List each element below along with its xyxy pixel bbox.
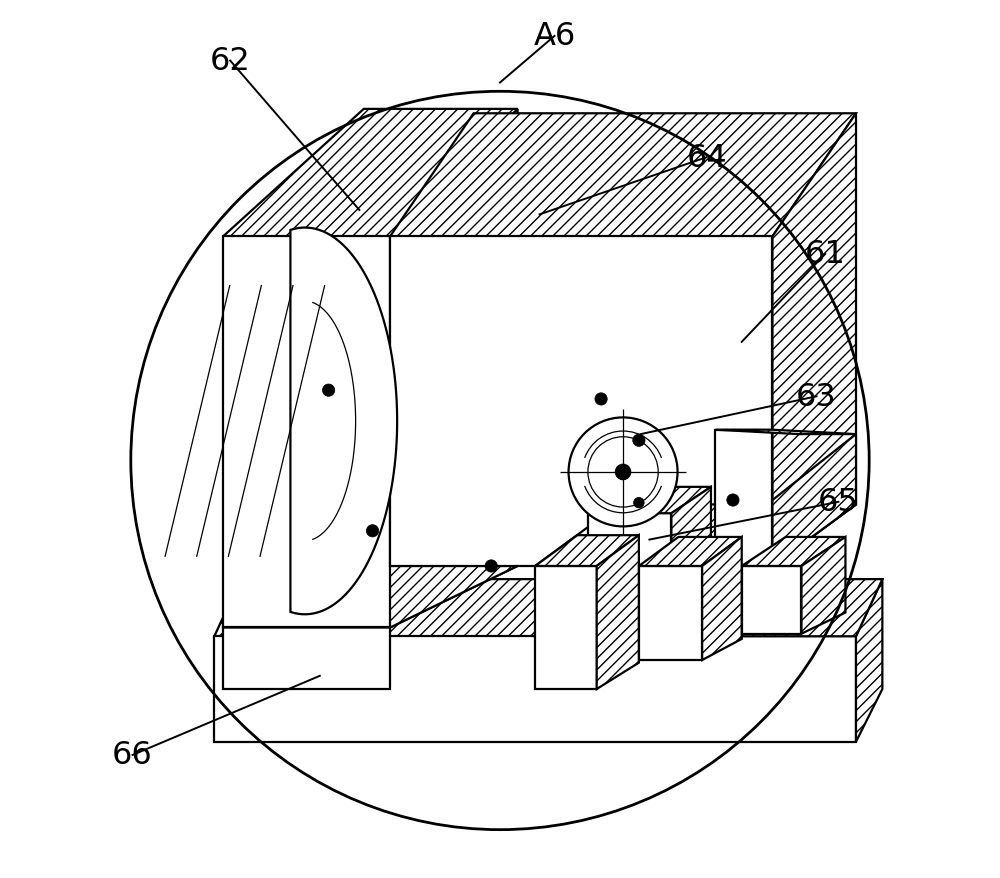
Circle shape (633, 435, 645, 447)
Polygon shape (535, 566, 597, 689)
Text: 63: 63 (796, 381, 837, 413)
Polygon shape (742, 537, 845, 566)
Circle shape (322, 385, 335, 397)
Polygon shape (588, 514, 671, 566)
Polygon shape (856, 579, 882, 742)
Polygon shape (223, 628, 390, 689)
Polygon shape (671, 487, 711, 566)
Polygon shape (223, 566, 518, 628)
Polygon shape (535, 505, 856, 566)
Circle shape (588, 437, 658, 507)
Circle shape (569, 418, 678, 527)
Polygon shape (772, 114, 856, 566)
Polygon shape (588, 487, 711, 514)
Polygon shape (535, 536, 639, 566)
Polygon shape (597, 536, 639, 689)
Circle shape (615, 464, 631, 480)
Circle shape (485, 560, 497, 572)
Polygon shape (223, 237, 390, 628)
Circle shape (634, 498, 644, 508)
Polygon shape (801, 537, 845, 634)
Text: 62: 62 (210, 46, 251, 77)
Text: 66: 66 (112, 739, 153, 771)
Polygon shape (214, 637, 856, 742)
Text: 64: 64 (686, 142, 727, 174)
Polygon shape (772, 435, 856, 566)
Polygon shape (639, 566, 702, 660)
Text: A6: A6 (533, 21, 576, 53)
Polygon shape (390, 114, 856, 237)
Polygon shape (214, 579, 882, 637)
Polygon shape (390, 237, 772, 566)
Polygon shape (742, 566, 801, 634)
Polygon shape (290, 228, 397, 615)
Polygon shape (390, 110, 518, 628)
Polygon shape (535, 579, 882, 637)
Polygon shape (715, 430, 856, 435)
Polygon shape (715, 430, 772, 566)
Circle shape (727, 494, 739, 507)
Text: 61: 61 (805, 239, 846, 270)
Circle shape (617, 468, 629, 480)
Polygon shape (639, 537, 742, 566)
Polygon shape (223, 110, 518, 237)
Text: 65: 65 (818, 486, 859, 518)
Circle shape (366, 525, 379, 537)
Polygon shape (702, 537, 742, 660)
Circle shape (595, 393, 607, 406)
